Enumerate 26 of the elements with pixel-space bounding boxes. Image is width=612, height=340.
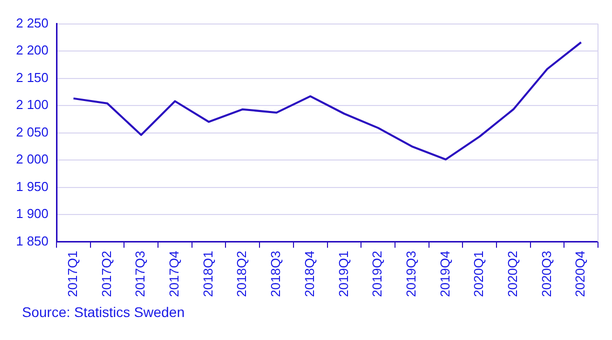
x-tick-label: 2018Q3 (268, 250, 284, 298)
x-tick-label: 2017Q1 (65, 250, 80, 298)
y-tick-label: 2 100 (16, 97, 49, 112)
x-tick-label: 2017Q3 (132, 250, 148, 298)
x-tick-label: 2018Q4 (302, 250, 317, 298)
y-tick-label: 1 850 (16, 233, 49, 248)
x-tick-label: 2020Q3 (538, 250, 554, 298)
y-tick-label: 2 000 (16, 152, 49, 167)
x-tick-label: 2018Q2 (234, 250, 250, 298)
x-tick-label: 2017Q4 (166, 250, 182, 298)
x-tick-label: 2018Q1 (200, 250, 216, 298)
y-tick-label: 2 250 (16, 15, 49, 30)
y-tick-label: 2 200 (16, 42, 49, 58)
x-tick-label: 2019Q4 (437, 250, 452, 298)
x-tick-label: 2020Q1 (471, 250, 486, 298)
source-note: Source: Statistics Sweden (21, 304, 186, 320)
x-tick-label: 2020Q2 (504, 250, 520, 298)
y-tick-label: 1 900 (16, 206, 49, 222)
x-tick-label: 2020Q4 (572, 250, 588, 298)
y-tick-label: 1 950 (16, 178, 49, 194)
x-tick-label: 2019Q1 (336, 250, 351, 298)
x-tick-label: 2019Q3 (403, 250, 418, 298)
x-tick-label: 2017Q2 (98, 250, 114, 298)
y-tick-label: 2 150 (16, 70, 49, 85)
y-tick-label: 2 050 (16, 124, 49, 140)
x-tick-label: 2019Q2 (370, 250, 385, 298)
